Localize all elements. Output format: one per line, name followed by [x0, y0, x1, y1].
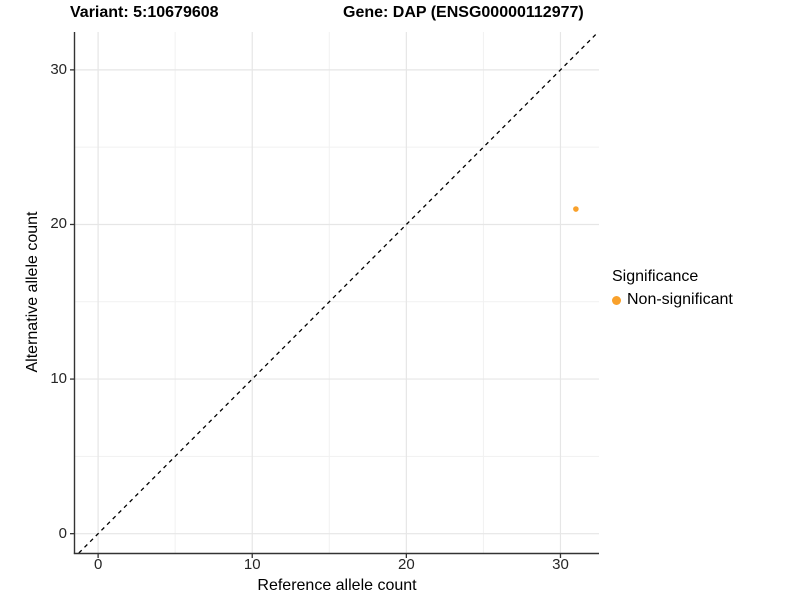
x-tick-label: 30 [552, 556, 569, 573]
y-axis-title: Alternative allele count [24, 211, 41, 373]
legend: Significance Non-significant [612, 268, 733, 309]
identity-line [78, 31, 599, 554]
plot-title-gene: Gene: DAP (ENSG00000112977) [343, 4, 584, 21]
legend-title: Significance [612, 268, 699, 285]
legend-item-non-significant: Non-significant [612, 291, 733, 309]
plot-title-variant: Variant: 5:10679608 [70, 4, 219, 21]
legend-item-label: Non-significant [627, 291, 733, 308]
y-tick-label: 20 [50, 215, 67, 233]
x-tick-label: 10 [243, 556, 261, 573]
y-tick-label: 10 [50, 370, 67, 388]
data-point [573, 206, 579, 212]
legend-key-dot-icon [612, 295, 621, 305]
x-tick-label: 20 [398, 556, 415, 573]
x-axis-title: Reference allele count [257, 577, 417, 594]
y-tick-label: 30 [50, 60, 67, 78]
x-tick-label: 0 [93, 556, 103, 573]
y-tick-label: 0 [58, 524, 67, 542]
